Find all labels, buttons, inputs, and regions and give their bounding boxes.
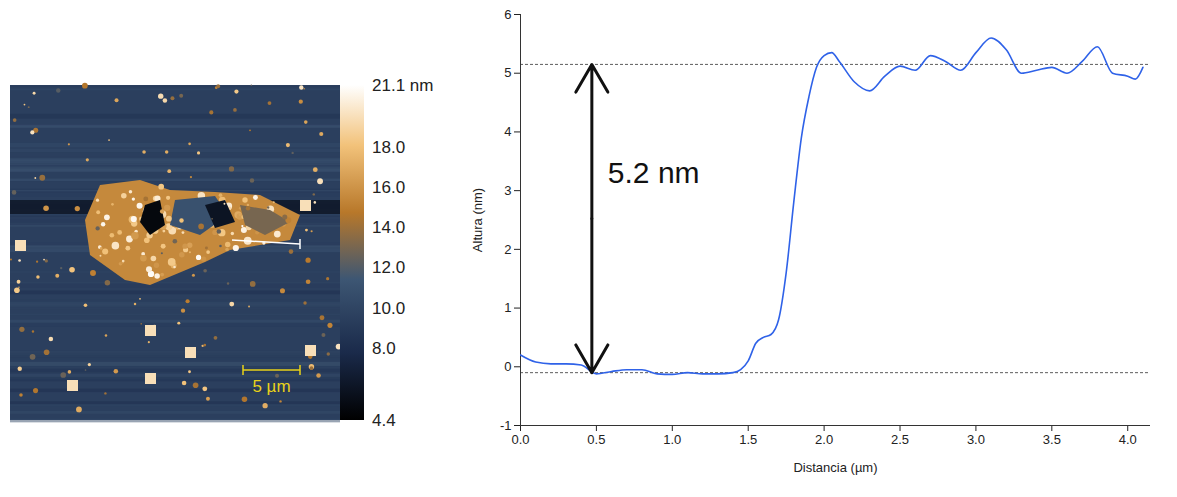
svg-text:5: 5 <box>504 65 511 80</box>
svg-text:3.5: 3.5 <box>1043 432 1061 447</box>
svg-text:1.0: 1.0 <box>663 432 681 447</box>
svg-text:3: 3 <box>504 183 511 198</box>
svg-text:2.0: 2.0 <box>815 432 833 447</box>
svg-text:3.0: 3.0 <box>967 432 985 447</box>
svg-text:2: 2 <box>504 242 511 257</box>
svg-text:6: 6 <box>504 7 511 22</box>
svg-text:10.0: 10.0 <box>372 299 405 318</box>
svg-text:8.0: 8.0 <box>372 339 396 358</box>
svg-text:5 µm: 5 µm <box>252 377 290 396</box>
svg-text:0.5: 0.5 <box>587 432 605 447</box>
svg-text:1: 1 <box>504 300 511 315</box>
svg-text:1.5: 1.5 <box>739 432 757 447</box>
svg-text:16.0: 16.0 <box>372 178 405 197</box>
svg-text:14.0: 14.0 <box>372 218 405 237</box>
svg-text:18.0: 18.0 <box>372 138 405 157</box>
svg-text:4: 4 <box>504 124 511 139</box>
svg-text:2.5: 2.5 <box>891 432 909 447</box>
svg-text:0: 0 <box>504 359 511 374</box>
svg-text:4.4: 4.4 <box>372 411 396 430</box>
svg-text:4.0: 4.0 <box>1119 432 1137 447</box>
svg-text:12.0: 12.0 <box>372 258 405 277</box>
svg-text:Altura (nm): Altura (nm) <box>470 188 485 252</box>
svg-text:-1: -1 <box>500 418 512 433</box>
svg-text:21.1 nm: 21.1 nm <box>372 76 433 95</box>
svg-text:0.0: 0.0 <box>511 432 529 447</box>
svg-text:5.2 nm: 5.2 nm <box>608 156 700 189</box>
svg-text:Distancia (µm): Distancia (µm) <box>793 460 877 475</box>
